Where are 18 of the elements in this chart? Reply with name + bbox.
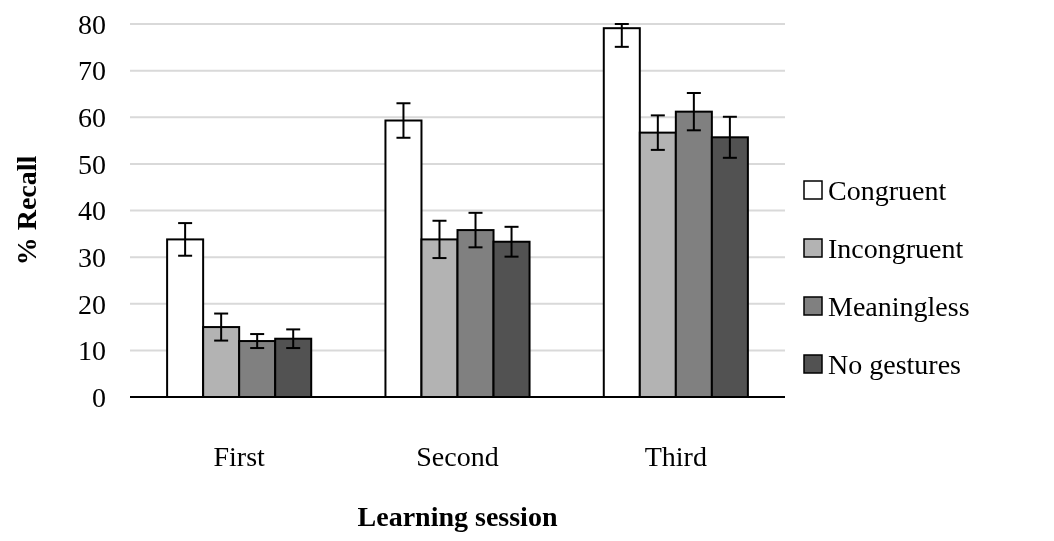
legend-label: Incongruent	[828, 232, 964, 264]
y-tick-label: 20	[78, 288, 106, 320]
y-axis-title: % Recall	[11, 155, 42, 266]
y-tick-label: 10	[78, 335, 106, 367]
legend-label: No gestures	[828, 348, 961, 380]
x-tick-label: First	[213, 441, 266, 472]
y-tick-label: 60	[78, 102, 106, 134]
x-tick-label: Second	[416, 441, 499, 472]
y-tick-label: 50	[78, 148, 106, 180]
y-tick-label: 0	[92, 381, 106, 413]
y-tick-label: 30	[78, 241, 106, 273]
y-tick-label: 40	[78, 195, 106, 227]
y-tick-label: 80	[78, 8, 106, 40]
x-axis-title: Learning session	[357, 501, 558, 532]
x-tick-label: Third	[644, 441, 707, 472]
legend-label: Meaningless	[828, 290, 970, 322]
legend-label: Congruent	[828, 174, 947, 206]
y-tick-label: 70	[78, 55, 106, 87]
